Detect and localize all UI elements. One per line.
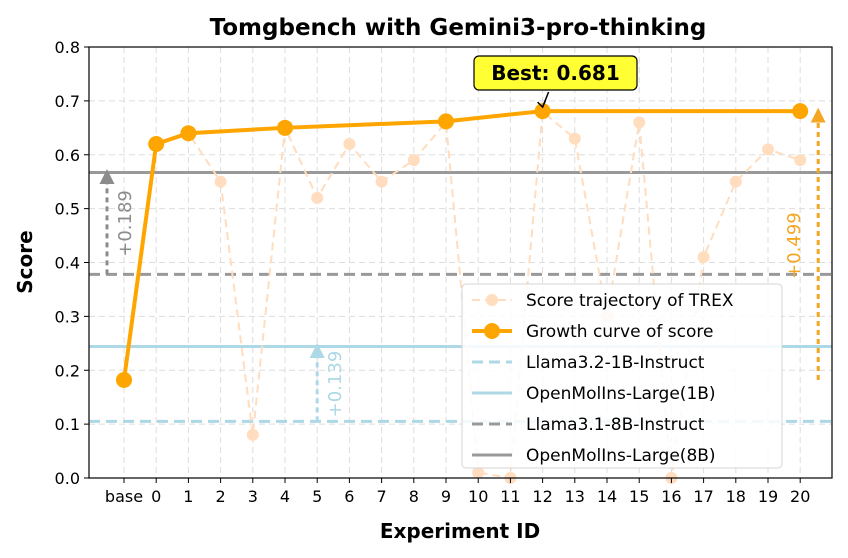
legend-marker xyxy=(484,323,500,339)
trajectory-point xyxy=(311,191,324,204)
trajectory-point xyxy=(472,466,485,479)
improvement-label: +0.499 xyxy=(784,212,805,279)
legend-label: OpenMolIns-Large(1B) xyxy=(526,384,716,404)
legend: Score trajectory of TREX Growth curve of … xyxy=(461,283,783,469)
x-tick-label: 16 xyxy=(661,487,681,506)
x-tick-label: 19 xyxy=(758,487,778,506)
trajectory-point xyxy=(697,251,710,264)
trajectory-point xyxy=(729,175,742,188)
legend-label: Growth curve of score xyxy=(526,322,713,342)
improvement-annotations: +0.189 +0.139 +0.499 xyxy=(99,107,826,422)
trajectory-point xyxy=(407,154,420,167)
best-callout: Best: 0.681 xyxy=(473,55,638,109)
x-tick-label: 1 xyxy=(183,487,193,506)
x-tick-label: 20 xyxy=(790,487,810,506)
x-tick-label: 15 xyxy=(629,487,649,506)
trajectory-point xyxy=(375,175,388,188)
x-tick-label: 3 xyxy=(248,487,258,506)
x-tick-label: 9 xyxy=(441,487,451,506)
y-tick-label: 0.5 xyxy=(55,200,80,219)
x-axis: base 0 1 2 3 4 5 6 7 8 9 10 11 12 13 14 15 16 17 18 19 20 xyxy=(105,478,810,506)
x-tick-label: 11 xyxy=(500,487,520,506)
x-tick-label: 2 xyxy=(216,487,226,506)
x-tick-label: 5 xyxy=(312,487,322,506)
x-tick-label: 13 xyxy=(565,487,585,506)
best-callout-label: Best: 0.681 xyxy=(491,61,620,85)
best-callout-arrowhead xyxy=(537,99,547,109)
y-tick-label: 0.3 xyxy=(55,307,80,326)
legend-label: Score trajectory of TREX xyxy=(526,291,734,311)
y-tick-label: 0.0 xyxy=(55,469,80,488)
growth-point xyxy=(792,103,809,120)
improvement-label: +0.139 xyxy=(325,351,346,418)
legend-label: OpenMolIns-Large(8B) xyxy=(526,446,716,466)
y-tick-label: 0.1 xyxy=(55,415,80,434)
trajectory-point xyxy=(633,116,646,129)
growth-point xyxy=(277,119,293,136)
x-tick-label: 4 xyxy=(280,487,290,506)
legend-frame xyxy=(461,283,783,469)
trajectory-point xyxy=(762,143,774,156)
y-tick-label: 0.8 xyxy=(55,38,80,57)
trajectory-point xyxy=(794,154,807,167)
best-callout-box xyxy=(473,55,638,91)
growth-point xyxy=(148,135,165,152)
x-tick-label: 14 xyxy=(597,487,617,506)
trajectory-point xyxy=(214,175,227,188)
y-tick-label: 0.2 xyxy=(55,361,80,380)
legend-label: Llama3.1-8B-Instruct xyxy=(526,415,705,435)
y-tick-label: 0.4 xyxy=(55,254,80,273)
improvement-label: +0.189 xyxy=(115,190,136,257)
y-axis-label: Score xyxy=(13,230,37,293)
x-tick-label: 8 xyxy=(409,487,419,506)
trajectory-point xyxy=(246,428,259,441)
x-tick-label: base xyxy=(105,487,143,506)
growth-point xyxy=(534,103,551,120)
growth-series xyxy=(116,103,809,388)
y-axis: 0.0 0.1 0.2 0.3 0.4 0.5 0.6 0.7 0.8 xyxy=(55,38,89,488)
trajectory-point xyxy=(343,137,356,150)
x-tick-label: 6 xyxy=(344,487,354,506)
growth-point xyxy=(116,371,132,388)
x-tick-label: 17 xyxy=(693,487,713,506)
y-tick-label: 0.6 xyxy=(55,146,80,165)
y-tick-label: 0.7 xyxy=(55,92,80,111)
growth-point xyxy=(180,125,197,142)
legend-marker xyxy=(486,294,498,306)
x-tick-label: 12 xyxy=(532,487,552,506)
x-tick-label: 7 xyxy=(377,487,387,506)
x-tick-label: 10 xyxy=(468,487,488,506)
x-tick-label: 0 xyxy=(151,487,161,506)
x-axis-label: Experiment ID xyxy=(380,519,540,543)
x-tick-label: 18 xyxy=(726,487,746,506)
chart-title: Tomgbench with Gemini3-pro-thinking xyxy=(210,15,707,41)
trajectory-point xyxy=(568,132,581,145)
legend-label: Llama3.2-1B-Instruct xyxy=(526,353,705,373)
growth-point xyxy=(438,113,454,130)
